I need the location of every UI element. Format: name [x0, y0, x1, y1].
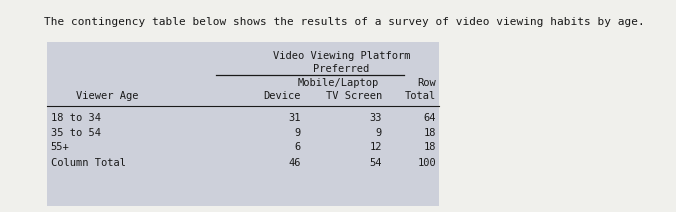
Text: Mobile/Laptop: Mobile/Laptop	[297, 78, 379, 88]
Text: Row: Row	[417, 78, 436, 88]
Text: Column Total: Column Total	[51, 158, 126, 168]
Text: Preferred: Preferred	[313, 64, 370, 74]
Text: The contingency table below shows the results of a survey of video viewing habit: The contingency table below shows the re…	[44, 17, 645, 27]
Text: 64: 64	[424, 113, 436, 123]
FancyBboxPatch shape	[47, 42, 439, 206]
Text: 9: 9	[376, 127, 382, 138]
Text: 33: 33	[370, 113, 382, 123]
Text: 31: 31	[289, 113, 301, 123]
Text: 55+: 55+	[51, 142, 70, 152]
Text: 18 to 34: 18 to 34	[51, 113, 101, 123]
Text: 18: 18	[424, 127, 436, 138]
Text: 9: 9	[295, 127, 301, 138]
Text: Viewer Age: Viewer Age	[76, 91, 139, 102]
Text: Video Viewing Platform: Video Viewing Platform	[272, 51, 410, 61]
Text: 54: 54	[370, 158, 382, 168]
Text: 46: 46	[289, 158, 301, 168]
Text: TV Screen: TV Screen	[326, 91, 382, 102]
Text: Device: Device	[264, 91, 301, 102]
Text: 18: 18	[424, 142, 436, 152]
Text: 100: 100	[417, 158, 436, 168]
Text: Total: Total	[405, 91, 436, 102]
Text: 6: 6	[295, 142, 301, 152]
Text: 12: 12	[370, 142, 382, 152]
Text: 35 to 54: 35 to 54	[51, 127, 101, 138]
